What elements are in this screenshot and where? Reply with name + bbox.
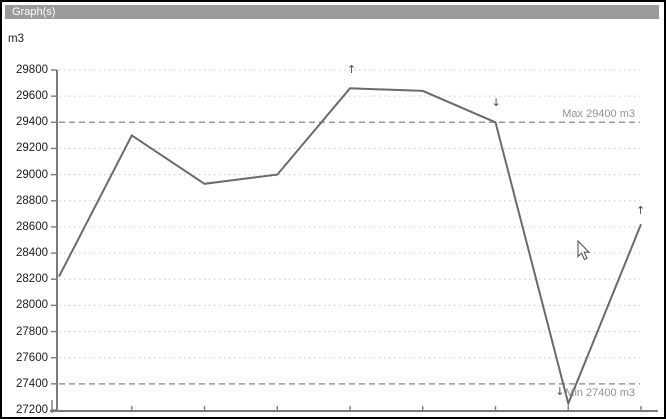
max-reference-line-label: Max 29400 m3 — [562, 108, 635, 121]
y-axis-tick-label: 27800 — [16, 325, 48, 338]
y-axis-tick-label: 27200 — [16, 404, 48, 416]
y-axis-unit-label: m3 — [8, 33, 24, 45]
down-arrow-annotation: ↓ — [491, 96, 501, 110]
y-axis-tick-label: 29400 — [16, 116, 48, 129]
y-axis-tick-label: 29600 — [16, 90, 48, 103]
y-axis-tick-label: 29800 — [16, 64, 48, 76]
window-titlebar: Graph(s) — [5, 5, 659, 19]
y-axis-tick-label: 28200 — [16, 273, 48, 286]
y-axis-tick-label: 27400 — [16, 377, 48, 390]
up-arrow-annotation: ↑ — [347, 63, 357, 77]
mouse-cursor — [577, 240, 591, 261]
cursor-arrow-shape — [577, 240, 591, 261]
down-arrow-min-annotation: ↓ — [555, 385, 565, 399]
y-axis-tick-label: 28400 — [16, 247, 48, 260]
y-axis-tick-label: 28000 — [16, 299, 48, 312]
y-axis-tick-label: 28600 — [16, 220, 48, 233]
y-axis-tick-label: 27600 — [16, 351, 48, 364]
y-axis-tick-label: 29200 — [16, 142, 48, 155]
y-axis-tick-label: 29000 — [16, 168, 48, 181]
window-title: Graph(s) — [12, 6, 56, 18]
min-reference-line-label: Min 27400 m3 — [565, 386, 635, 399]
series-line — [58, 87, 642, 407]
up-arrow-end-annotation: ↑ — [636, 204, 646, 218]
y-axis-tick-label: 28800 — [16, 194, 48, 207]
